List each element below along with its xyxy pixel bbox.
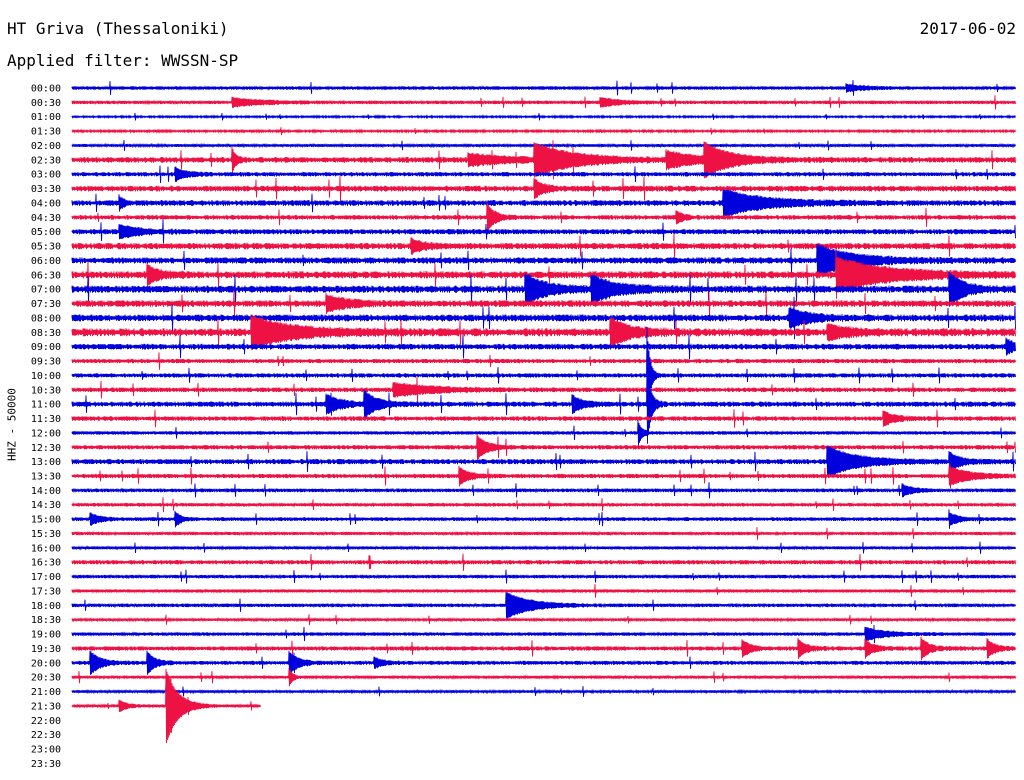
- row-label: 12:00: [31, 428, 61, 439]
- trace-row: [71, 271, 1016, 307]
- row-label: 17:30: [31, 586, 61, 597]
- row-label: 14:30: [31, 500, 61, 511]
- trace-row: [71, 683, 1016, 700]
- row-label: 08:30: [31, 328, 61, 339]
- trace-row: [71, 446, 1016, 478]
- row-label: 10:30: [31, 385, 61, 396]
- trace-row: [71, 667, 1016, 687]
- trace-row: [71, 553, 1016, 571]
- trace-row: [71, 290, 1016, 317]
- trace-row: [71, 219, 1016, 244]
- trace-row: [71, 296, 1016, 340]
- trace-row: [71, 314, 1016, 350]
- trace-row: [71, 541, 1016, 554]
- row-label: 00:30: [31, 98, 61, 109]
- row-label: 13:00: [31, 457, 61, 468]
- row-label: 20:00: [31, 658, 61, 669]
- trace-row: [71, 463, 1016, 489]
- trace-row: [71, 377, 1016, 403]
- row-label: 19:00: [31, 630, 61, 641]
- row-label: 18:00: [31, 601, 61, 612]
- row-label: 05:30: [31, 242, 61, 253]
- trace-row: [71, 527, 1016, 540]
- trace-row: [71, 250, 1016, 299]
- row-label: 12:30: [31, 443, 61, 454]
- date-label: 2017-06-02: [919, 19, 1016, 38]
- row-label: 05:00: [31, 227, 61, 238]
- row-label: 11:30: [31, 414, 61, 425]
- trace-row: [71, 668, 261, 744]
- trace-row: [71, 243, 1016, 278]
- trace-row: [71, 112, 1016, 121]
- trace-row: [71, 509, 1016, 529]
- trace-row: [71, 482, 1016, 499]
- row-label: 02:00: [31, 141, 61, 152]
- trace-row: [71, 584, 1016, 598]
- trace-row: [71, 80, 1016, 96]
- trace-row: [71, 636, 1016, 661]
- row-label: 20:30: [31, 673, 61, 684]
- row-label: 04:00: [31, 198, 61, 209]
- row-label: 07:30: [31, 299, 61, 310]
- row-labels: 00:00 00:30 01:00 01:30 02:00 02:30 03:00 03:30…: [31, 84, 61, 770]
- row-label: 09:30: [31, 357, 61, 368]
- trace-row: [71, 233, 1016, 260]
- trace-row: [71, 202, 1016, 232]
- filter-label: Applied filter: WWSSN-SP: [7, 51, 239, 70]
- trace-row: [71, 95, 1016, 110]
- row-label: 06:00: [31, 256, 61, 267]
- row-label: 04:30: [31, 213, 61, 224]
- station-title: HT Griva (Thessaloniki): [7, 19, 229, 38]
- row-label: 03:30: [31, 184, 61, 195]
- trace-row: [71, 165, 1016, 184]
- trace-row: [71, 420, 1016, 446]
- trace-row: [71, 434, 1016, 461]
- row-label: 16:30: [31, 558, 61, 569]
- row-label: 07:00: [31, 285, 61, 296]
- row-label: 22:30: [31, 730, 61, 741]
- row-label: 06:30: [31, 270, 61, 281]
- row-label: 01:00: [31, 112, 61, 123]
- trace-row: [71, 592, 1016, 619]
- row-label: 19:30: [31, 644, 61, 655]
- trace-row: [71, 127, 1016, 136]
- trace-row: [71, 334, 1016, 360]
- row-label: 13:30: [31, 471, 61, 482]
- row-label: 23:00: [31, 745, 61, 756]
- row-label: 18:30: [31, 615, 61, 626]
- trace-row: [71, 624, 1016, 644]
- trace-row: [71, 139, 1016, 151]
- row-label: 00:00: [31, 84, 61, 95]
- row-label: 21:30: [31, 701, 61, 712]
- row-label: 03:00: [31, 170, 61, 181]
- row-label: 23:30: [31, 759, 61, 770]
- row-label: 15:00: [31, 515, 61, 526]
- trace-row: [71, 352, 1016, 370]
- row-label: 10:00: [31, 371, 61, 382]
- trace-row: [71, 497, 1016, 513]
- row-label: 17:00: [31, 572, 61, 583]
- row-label: 15:30: [31, 529, 61, 540]
- row-label: 21:00: [31, 687, 61, 698]
- trace-row: [71, 176, 1016, 202]
- row-label: 09:00: [31, 342, 61, 353]
- trace-row: [71, 364, 1016, 444]
- row-label: 22:00: [31, 716, 61, 727]
- row-label: 02:30: [31, 155, 61, 166]
- traces: [71, 80, 1016, 744]
- row-label: 14:00: [31, 486, 61, 497]
- trace-row: [71, 614, 1016, 626]
- row-label: 16:00: [31, 543, 61, 554]
- row-label: 01:30: [31, 127, 61, 138]
- trace-row: [71, 650, 1016, 675]
- trace-row: [71, 326, 1016, 424]
- trace-row: [71, 569, 1016, 584]
- trace-row: [71, 189, 1016, 217]
- row-label: 11:00: [31, 400, 61, 411]
- row-label: 08:00: [31, 313, 61, 324]
- trace-row: [71, 409, 1016, 428]
